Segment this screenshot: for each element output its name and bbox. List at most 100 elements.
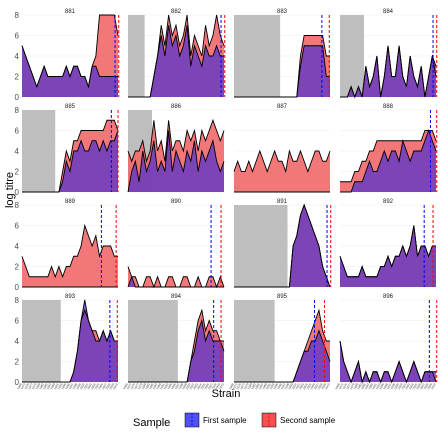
y-tick-label: 4 [15, 337, 20, 346]
x-tick-label: 1979 [349, 382, 356, 390]
panel-893: 893 0 2 4 6 8 19681972197519771979198019821985… [15, 294, 119, 390]
x-tick-label: 2009 [320, 382, 327, 390]
x-tick-label: 2008 [211, 382, 218, 390]
shaded-region [234, 300, 275, 382]
y-tick-label: 0 [15, 93, 20, 102]
x-tick-label: 1991 [53, 382, 60, 390]
x-tick-label: 2007 [419, 382, 426, 390]
y-tick-label: 8 [15, 106, 20, 115]
y-axis-title: log titre [4, 172, 16, 208]
x-tick-label: 2004 [302, 382, 309, 390]
first-sample-area [22, 300, 118, 382]
x-tick-label: 2000 [397, 382, 404, 390]
panel-889: 889 0 2 4 6 8 [15, 199, 118, 292]
x-tick-label: 1982 [250, 382, 257, 390]
x-tick-label: 1982 [356, 382, 363, 390]
first-sample-line [21, 45, 118, 89]
x-tick-label: 1997 [386, 382, 393, 390]
first-sample-area [234, 330, 330, 382]
x-tick-label: 1977 [133, 382, 140, 390]
y-tick-label: 4 [15, 242, 20, 251]
panel-title: 895 [277, 294, 288, 300]
panel-895: 8951968197219751977197919801982198519871… [228, 294, 331, 390]
shaded-region [128, 15, 145, 97]
second-sample-line [21, 223, 118, 279]
x-tick-label: 1996 [170, 382, 177, 390]
x-tick-label: 1972 [232, 382, 239, 390]
x-tick-label: 2006 [97, 382, 104, 390]
y-tick-label: 8 [15, 11, 20, 20]
panel-title: 883 [277, 9, 288, 15]
x-tick-label: 1993 [57, 382, 64, 390]
first-sample-area [22, 130, 118, 192]
y-tick-label: 6 [15, 127, 20, 136]
x-tick-label: 1995 [378, 382, 385, 390]
x-tick-label: 2004 [90, 382, 97, 390]
x-tick-label: 1980 [247, 382, 254, 390]
panel-title: 892 [383, 199, 394, 205]
x-tick-label: 1975 [235, 382, 242, 390]
x-tick-label: 1975 [23, 382, 30, 390]
x-tick-label: 1987 [46, 382, 53, 390]
x-tick-label: 2000 [79, 382, 86, 390]
panel-title: 886 [171, 104, 182, 110]
panel-title: 896 [383, 294, 394, 300]
x-tick-label: 1985 [254, 382, 261, 390]
first-sample-line [339, 225, 436, 278]
second-sample-line [127, 118, 225, 163]
first-sample-line [22, 130, 119, 193]
x-tick-label: 2004 [196, 382, 203, 390]
y-tick-label: 6 [15, 317, 20, 326]
x-tick-label: 2009 [426, 382, 433, 390]
y-tick-label: 8 [15, 296, 20, 305]
y-tick-label: 8 [15, 201, 20, 210]
x-tick-label: 1982 [38, 382, 45, 390]
x-tick-label: 1968 [16, 382, 23, 390]
shaded-region [22, 300, 61, 382]
x-tick-label: 1972 [20, 382, 27, 390]
x-tick-label: 1989 [155, 382, 162, 390]
x-tick-label: 2010 [324, 382, 331, 390]
x-tick-label: 1987 [152, 382, 159, 390]
x-tick-label: 1998 [177, 382, 184, 390]
x-tick-label: 1975 [129, 382, 136, 390]
panel-title: 890 [171, 199, 182, 205]
x-tick-label: 2002 [83, 382, 90, 390]
x-tick-label: 2003 [404, 382, 411, 390]
x-tick-label: 2010 [430, 382, 437, 390]
panel-title: 881 [65, 9, 76, 15]
panel-886: 886 [127, 104, 225, 193]
x-tick-label: 1972 [126, 382, 133, 390]
x-tick-label: 2008 [423, 382, 430, 390]
x-tick-label: 1993 [375, 382, 382, 390]
x-tick-label: 2002 [189, 382, 196, 390]
x-tick-label: 2005 [306, 382, 313, 390]
x-tick-label: 2005 [200, 382, 207, 390]
y-tick-label: 4 [15, 147, 20, 156]
x-tick-label: 2009 [108, 382, 115, 390]
first-sample-area [234, 205, 330, 287]
x-tick-label: 1985 [360, 382, 367, 390]
x-tick-label: 1977 [345, 382, 352, 390]
x-tick-label: 2005 [94, 382, 101, 390]
legend-key-second: Second sample [261, 412, 336, 428]
x-tick-label: 1998 [389, 382, 396, 390]
panel-892: 892 [339, 199, 436, 288]
x-tick-label: 1982 [144, 382, 151, 390]
panel-894: 8941968197219751977197919801982198519871… [122, 294, 225, 390]
panel-881: 881 0 2 4 6 8 [15, 9, 120, 102]
second-sample-area [234, 151, 330, 192]
x-tick-label: 1989 [261, 382, 268, 390]
first-sample-area [128, 130, 224, 192]
x-tick-label: 2009 [214, 382, 221, 390]
y-tick-label: 2 [15, 263, 20, 272]
x-tick-label: 1987 [258, 382, 265, 390]
x-tick-label: 1989 [49, 382, 56, 390]
x-tick-label: 2003 [192, 382, 199, 390]
legend-label: First sample [203, 416, 247, 425]
x-tick-label: 2007 [101, 382, 108, 390]
panel-title: 894 [171, 294, 182, 300]
y-tick-label: 0 [15, 283, 20, 292]
first-sample-line [234, 45, 330, 98]
